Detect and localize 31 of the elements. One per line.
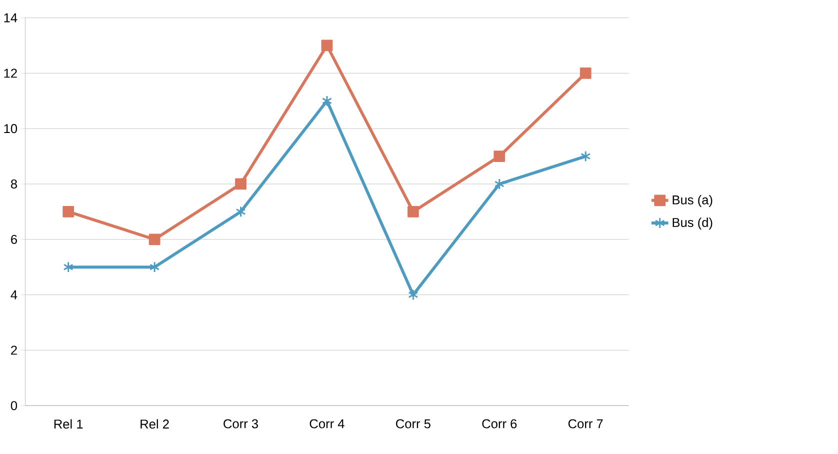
legend-label: Bus (a) <box>672 194 712 207</box>
x-tick-label: Corr 7 <box>568 419 603 428</box>
x-tick-label: Rel 2 <box>140 419 169 429</box>
y-tick-label: 10 <box>4 124 18 134</box>
y-tick-label: 14 <box>4 13 18 22</box>
x-tick-label: Corr 3 <box>224 419 258 428</box>
point <box>494 178 504 190</box>
point <box>408 289 418 300</box>
point <box>63 261 74 273</box>
point <box>322 95 332 107</box>
point <box>235 178 246 190</box>
point <box>321 40 333 52</box>
y-tick-label: 12 <box>4 68 17 78</box>
point <box>494 150 506 162</box>
y-tick-label: 2 <box>11 346 17 355</box>
legend-label: Bus (d) <box>672 218 712 230</box>
y-tick-label: 6 <box>11 234 17 244</box>
x-tick-label: Rel 1 <box>54 419 83 429</box>
y-tick-label: 8 <box>10 179 17 188</box>
x-tick-label: Corr 4 <box>310 419 344 428</box>
y-tick-label: 4 <box>10 290 18 300</box>
point <box>150 261 160 273</box>
x-tick-label: Corr 6 <box>482 419 517 428</box>
point <box>148 234 160 246</box>
point <box>62 206 74 218</box>
x-tick-label: Corr 5 <box>396 419 430 428</box>
point <box>236 206 246 218</box>
y-tick-label: 0 <box>10 401 18 410</box>
point <box>580 67 592 79</box>
point <box>580 150 591 162</box>
point <box>407 206 419 218</box>
